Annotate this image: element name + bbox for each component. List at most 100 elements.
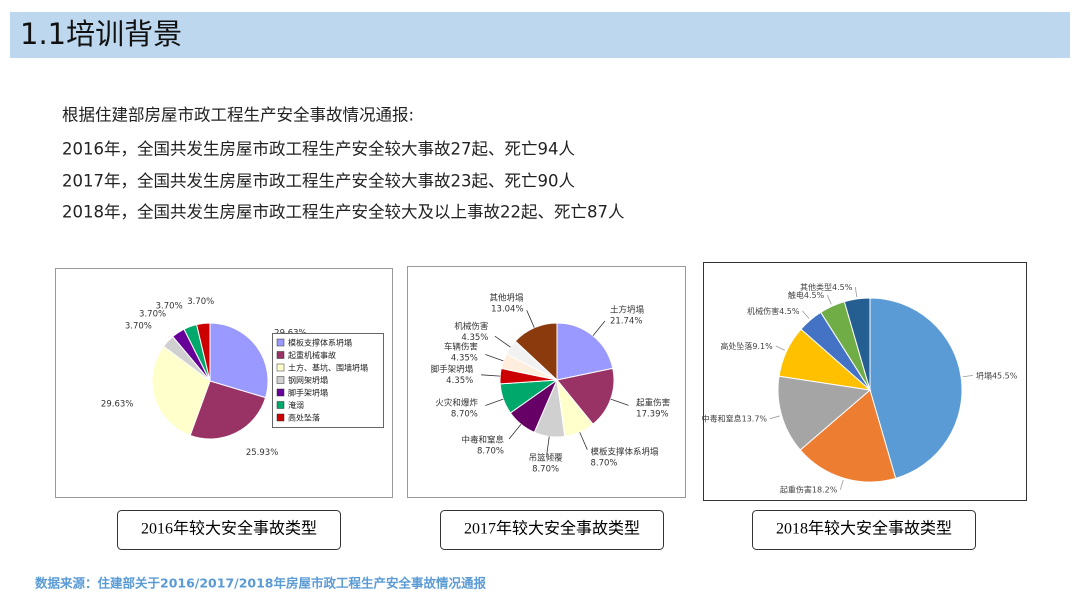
legend-label: 模板支撑体系坍塌: [288, 338, 352, 348]
intro-line: 2017年，全国共发生房屋市政工程生产安全较大事故23起、死亡90人: [62, 172, 575, 191]
value-label: 3.70%: [187, 297, 214, 307]
pie-slice: [209, 322, 269, 399]
legend-label: 脚手架坍塌: [288, 388, 328, 398]
leader-line: [508, 423, 522, 440]
source-note: 数据来源：住建部关于2016/2017/2018年房屋市政工程生产安全事故情况通…: [34, 576, 487, 591]
value-label: 13.04%: [491, 304, 523, 314]
leader-line: [802, 310, 810, 319]
intro-line: 2018年，全国共发生房屋市政工程生产安全较大及以上事故22起、死亡87人: [62, 203, 624, 222]
slice-label: 高处坠落9.1%: [720, 341, 773, 351]
leader-line: [775, 345, 785, 351]
legend-swatch: [276, 338, 285, 347]
value-label: 4.5%: [832, 283, 853, 292]
slice-label: 其他类型4.5%: [800, 282, 853, 292]
value-label: 4.5%: [804, 291, 825, 300]
value-label: 4.35%: [451, 353, 478, 363]
leader-line: [485, 354, 504, 362]
chart-caption: 2018年较大安全事故类型: [776, 520, 952, 538]
legend-swatch: [276, 388, 285, 397]
legend-label: 淹溺: [288, 400, 304, 410]
pie-slice: [556, 322, 614, 381]
value-label: 4.35%: [446, 376, 473, 386]
value-label: 8.70%: [590, 459, 617, 469]
leader-line: [481, 374, 501, 377]
header-title: 1.1培训背景: [20, 17, 182, 51]
category-label: 脚手架坍塌: [431, 364, 474, 375]
legend-label: 高处坠落: [288, 413, 320, 423]
pie-slice: [514, 322, 558, 382]
pie-slice: [869, 297, 963, 479]
chart-caption: 2016年较大安全事故类型: [141, 520, 317, 538]
header-bar: [10, 12, 1070, 58]
leader-line: [485, 398, 504, 406]
value-label: 8.70%: [477, 447, 504, 457]
category-label: 中毒和窒息: [702, 413, 742, 423]
category-label: 起重伤害: [636, 398, 670, 409]
category-label: 其他类型: [800, 282, 832, 292]
legend-label: 土方、基坑、围墙坍塌: [288, 363, 368, 373]
category-label: 其他坍塌: [490, 292, 524, 303]
legend-label: 起重机械事故: [288, 350, 336, 360]
category-label: 模板支撑体系坍塌: [590, 447, 658, 458]
pie-slice: [151, 345, 211, 437]
leader-line: [592, 320, 606, 337]
slice-label: 坍塌45.5%: [976, 370, 1018, 380]
category-label: 火灾和爆炸: [435, 398, 478, 409]
legend-swatch: [276, 363, 285, 372]
value-label: 9.1%: [752, 342, 773, 351]
value-label: 29.63%: [101, 399, 133, 409]
leader-line: [494, 335, 511, 348]
leader-line: [963, 374, 974, 378]
category-label: 机械伤害: [454, 321, 488, 332]
legend-box: [272, 333, 384, 428]
leader-line: [826, 295, 832, 305]
category-label: 土方坍塌: [610, 304, 644, 315]
pie-slice: [777, 375, 872, 451]
legend-swatch: [276, 351, 285, 359]
caption-box: [117, 510, 341, 550]
value-label: 21.74%: [610, 316, 642, 326]
value-label: 25.93%: [246, 448, 278, 458]
leader-line: [526, 310, 535, 328]
category-label: 机械伤害: [747, 305, 779, 315]
slice-label: 中毒和窒息13.7%: [702, 413, 768, 423]
leader-line: [769, 415, 780, 420]
value-label: 17.39%: [636, 410, 668, 420]
legend-label: 钢网架坍塌: [288, 375, 328, 385]
category-label: 中毒和窒息: [461, 435, 504, 446]
caption-box: [752, 510, 976, 550]
category-label: 触电: [788, 290, 804, 300]
leader-line: [854, 286, 858, 297]
value-label: 8.70%: [532, 465, 559, 475]
slice-label: 起重伤害18.2%: [780, 484, 838, 494]
slice-label: 机械伤害4.5%: [747, 305, 800, 315]
value-label: 3.70%: [139, 310, 166, 320]
pie-slice: [196, 322, 211, 382]
caption-box: [440, 510, 664, 550]
value-label: 8.70%: [451, 410, 478, 420]
legend-swatch: [276, 401, 285, 409]
value-label: 18.2%: [812, 485, 838, 494]
leader-line: [579, 432, 588, 450]
legend-swatch: [276, 413, 285, 422]
value-label: 13.7%: [742, 414, 768, 423]
intro-line: 2016年，全国共发生房屋市政工程生产安全较大事故27起、死亡94人: [62, 140, 575, 159]
leader-line: [546, 436, 550, 456]
pie-slice: [556, 367, 615, 425]
leader-line: [839, 479, 844, 490]
value-label: 4.5%: [779, 306, 800, 315]
value-label: 45.5%: [992, 371, 1018, 380]
category-label: 起重伤害: [780, 484, 812, 494]
leader-line: [610, 398, 629, 406]
pie-slice: [843, 297, 871, 391]
category-label: 坍塌: [976, 370, 992, 380]
slice-label: 触电4.5%: [788, 290, 825, 300]
category-label: 车辆伤害: [444, 341, 478, 352]
chart-caption: 2017年较大安全事故类型: [464, 520, 640, 538]
value-label: 4.35%: [461, 333, 488, 343]
pie-slice: [799, 389, 897, 483]
value-label: 3.70%: [125, 322, 152, 332]
pie-slice: [189, 380, 267, 440]
value-label: 3.70%: [156, 301, 183, 311]
